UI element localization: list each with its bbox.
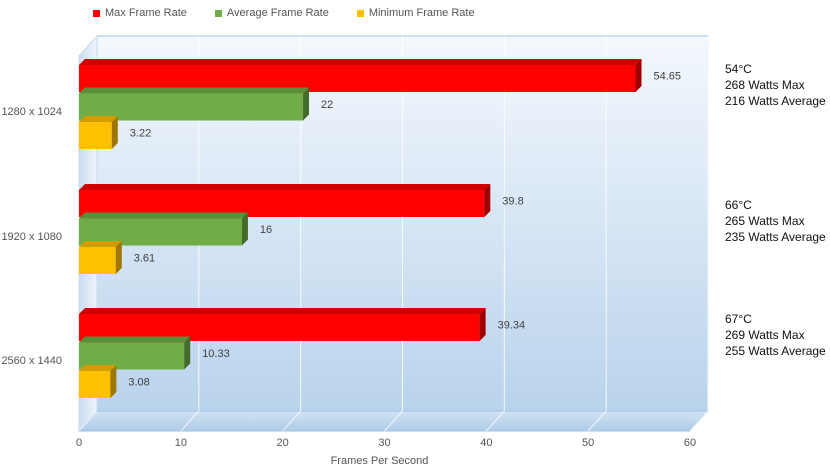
x-tick-label-50: 50 (582, 437, 594, 449)
bar-top-average-frame-rate-1280-x-1024 (79, 87, 310, 94)
bar-top-max-frame-rate-2560-x-1440 (79, 308, 486, 314)
floor-gridline (180, 410, 200, 432)
bar-minimum-frame-rate-1920-x-1080 (79, 247, 116, 274)
data-label-minimum-frame-rate-1280-x-1024: 3.22 (130, 128, 151, 140)
legend-item-average: Average Frame Rate (214, 7, 329, 19)
data-label-minimum-frame-rate-1920-x-1080: 3.61 (134, 253, 155, 265)
x-tick-label-60: 60 (684, 437, 696, 449)
y-category-label-1280-x-1024: 1280 x 1024 (1, 106, 62, 118)
data-label-average-frame-rate-2560-x-1440: 10.33 (202, 348, 230, 360)
legend-label-max: Max Frame Rate (105, 7, 187, 19)
bar-side-minimum-frame-rate-1920-x-1080 (115, 241, 122, 274)
annotation-temp: 54°C (725, 62, 752, 76)
data-label-minimum-frame-rate-2560-x-1440: 3.08 (128, 377, 149, 389)
x-axis-title: Frames Per Second (331, 455, 429, 467)
bar-side-max-frame-rate-2560-x-1440 (479, 308, 486, 341)
bar-top-average-frame-rate-1920-x-1080 (79, 212, 248, 219)
x-tick-label-30: 30 (378, 437, 390, 449)
bar-side-minimum-frame-rate-1280-x-1024 (111, 116, 118, 149)
bar-top-minimum-frame-rate-2560-x-1440 (79, 365, 117, 371)
annotation-2560x1440: 67°C 269 Watts Max 255 Watts Average (725, 311, 826, 359)
data-label-max-frame-rate-1280-x-1024: 54.65 (654, 71, 682, 83)
legend-label-minimum: Minimum Frame Rate (368, 7, 475, 19)
x-tick-label-0: 0 (76, 437, 82, 449)
annotation-watts-max: 268 Watts Max (725, 78, 805, 92)
annotation-1920x1080: 66°C 265 Watts Max 235 Watts Average (725, 197, 826, 245)
annotation-watts-max: 265 Watts Max (725, 214, 805, 228)
bar-side-minimum-frame-rate-2560-x-1440 (110, 365, 117, 398)
annotation-temp: 67°C (725, 312, 752, 326)
legend-swatch-max (93, 9, 100, 17)
annotation-temp: 66°C (725, 198, 752, 212)
floor-gridline (78, 410, 98, 432)
data-label-average-frame-rate-1920-x-1080: 16 (260, 224, 272, 236)
data-label-max-frame-rate-2560-x-1440: 39.34 (498, 320, 526, 332)
bar-top-minimum-frame-rate-1280-x-1024 (79, 116, 118, 122)
data-label-max-frame-rate-1920-x-1080: 39.8 (502, 196, 523, 208)
legend-swatch-average (214, 9, 222, 17)
legend-swatch-minimum (356, 9, 364, 17)
legend-item-minimum: Minimum Frame Rate (356, 7, 475, 19)
bar-side-average-frame-rate-1920-x-1080 (241, 212, 248, 246)
floor-gridline (587, 410, 607, 432)
annotation-watts-max: 269 Watts Max (725, 328, 805, 342)
bar-minimum-frame-rate-2560-x-1440 (79, 371, 111, 398)
bar-side-max-frame-rate-1920-x-1080 (484, 184, 491, 217)
bar-side-average-frame-rate-1280-x-1024 (303, 87, 310, 121)
floor-gridline (282, 410, 302, 432)
bar-top-average-frame-rate-2560-x-1440 (79, 336, 191, 343)
bar-minimum-frame-rate-1280-x-1024 (79, 122, 112, 149)
y-category-label-1920-x-1080: 1920 x 1080 (1, 231, 62, 243)
bar-top-max-frame-rate-1920-x-1080 (79, 184, 491, 190)
bar-top-max-frame-rate-1280-x-1024 (79, 59, 642, 65)
bar-top-minimum-frame-rate-1920-x-1080 (79, 241, 122, 247)
annotation-watts-average: 255 Watts Average (725, 344, 826, 358)
annotation-watts-average: 216 Watts Average (725, 94, 826, 108)
floor-gridline (384, 410, 403, 432)
bar-side-average-frame-rate-2560-x-1440 (184, 336, 191, 370)
y-category-label-2560-x-1440: 2560 x 1440 (1, 355, 62, 367)
legend-item-max: Max Frame Rate (93, 7, 187, 19)
x-tick-label-10: 10 (175, 437, 187, 449)
bar-side-max-frame-rate-1280-x-1024 (635, 59, 642, 92)
floor-gridline (485, 410, 505, 432)
x-tick-label-20: 20 (277, 437, 289, 449)
data-label-average-frame-rate-1280-x-1024: 22 (321, 99, 333, 111)
legend-label-average: Average Frame Rate (226, 7, 329, 19)
floor-gridline (689, 410, 709, 432)
annotation-1280x1024: 54°C 268 Watts Max 216 Watts Average (725, 61, 826, 109)
legend: Max Frame Rate Average Frame Rate Minimu… (93, 7, 475, 19)
annotation-watts-average: 235 Watts Average (725, 230, 826, 244)
x-tick-label-40: 40 (480, 437, 492, 449)
